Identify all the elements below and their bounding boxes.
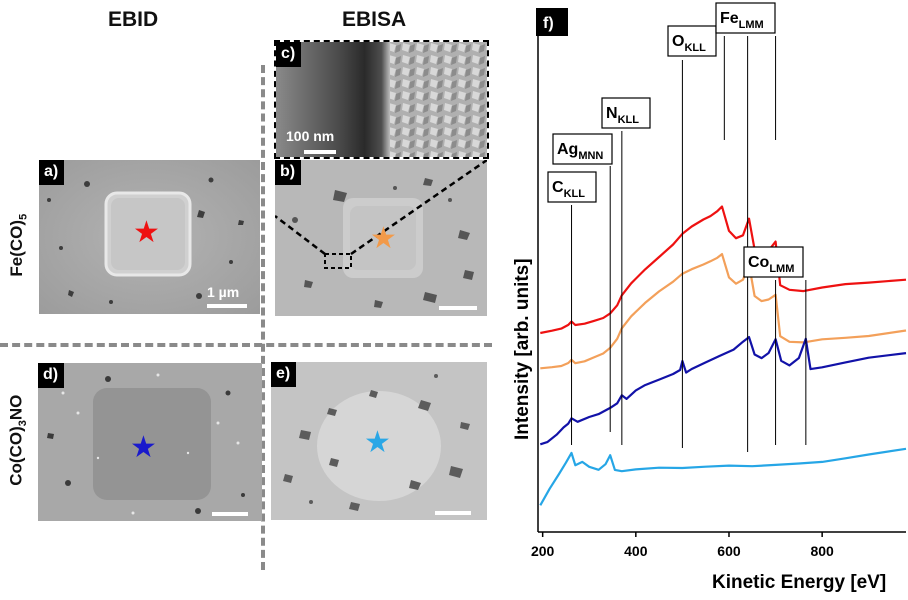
x-tick-label: 200 (531, 543, 555, 559)
scale-bar-label-c: 100 nm (286, 128, 335, 144)
row-label-co-co3no: Co(CO)3NO (6, 394, 30, 486)
star-icon-orange: ★ (370, 222, 397, 255)
peak-label-fe: FeLMM (720, 10, 764, 31)
series-line-co-ebisa (539, 447, 907, 506)
sem-panel-d: d) ★ (38, 363, 262, 521)
panel-label-b: b) (275, 160, 302, 185)
series-line-fe-ebid (540, 205, 907, 335)
y-axis-label: Intensity [arb. units] (512, 258, 533, 440)
sem-panel-c: c) 100 nm (274, 40, 489, 159)
peak-label-box (552, 133, 613, 165)
vertical-separator (261, 65, 265, 570)
panel-label-a: a) (39, 160, 65, 185)
peak-label-co: CoLMM (748, 254, 794, 275)
peak-label-box (667, 25, 717, 57)
star-icon-blue: ★ (130, 431, 157, 464)
peak-label-c: CKLL (552, 179, 585, 200)
star-icon-red: ★ (133, 216, 160, 249)
peak-label-box (601, 97, 651, 129)
panel-label-f-bg (536, 8, 568, 36)
sem-panel-e: e) ★ (271, 362, 487, 520)
x-tick-label: 600 (717, 543, 741, 559)
peak-label-box (547, 171, 597, 203)
peak-label-ag: AgMNN (557, 141, 603, 162)
peak-label-n: NKLL (606, 105, 639, 126)
peak-label-o: OKLL (672, 33, 706, 54)
column-title-ebisa: EBISA (342, 8, 407, 31)
panel-label-e: e) (271, 362, 297, 387)
panel-label-c: c) (276, 42, 302, 67)
scale-bar-label-a: 1 µm (207, 284, 240, 300)
peak-label-box (743, 246, 804, 278)
horizontal-separator (0, 343, 492, 347)
x-axis-label: Kinetic Energy [eV] (712, 572, 886, 593)
x-tick-label: 800 (810, 543, 834, 559)
x-tick-label: 400 (624, 543, 648, 559)
star-icon-light-blue: ★ (364, 426, 391, 459)
sem-panel-a: a) ★ 1 µm (39, 160, 260, 314)
panel-label-d: d) (38, 363, 65, 388)
column-title-ebid: EBID (108, 8, 159, 31)
sem-panel-b: b) ★ (275, 160, 487, 316)
series-line-fe-ebisa (540, 253, 907, 370)
row-label-fe-co5: Fe(CO)5 (6, 213, 30, 277)
panel-label-f: f) (543, 15, 554, 32)
series-line-co-ebid (539, 336, 907, 446)
peak-label-box (715, 2, 776, 34)
